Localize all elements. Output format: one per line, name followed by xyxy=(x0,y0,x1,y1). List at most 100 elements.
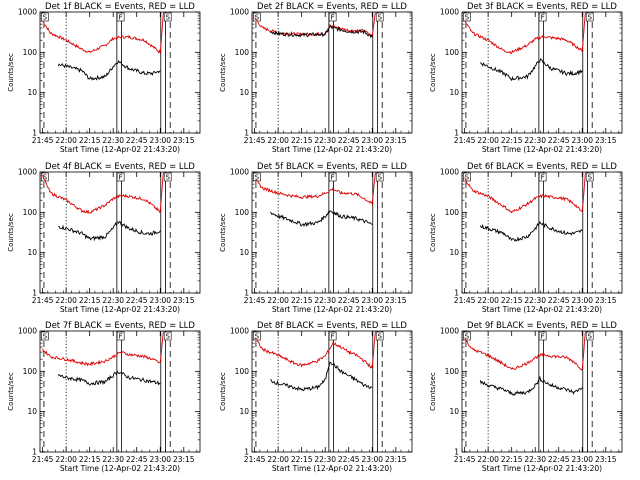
marker-letter-box xyxy=(375,172,384,182)
marker-letter: S xyxy=(465,14,470,22)
marker-letter: F xyxy=(541,14,545,22)
y-tick-label: 1 xyxy=(454,448,459,457)
panel-title: Det 5f BLACK = Events, RED = LLD xyxy=(257,162,407,172)
marker-letter-box xyxy=(163,331,172,341)
x-tick-label: 22:00 xyxy=(55,136,77,145)
x-tick-label: 22:45 xyxy=(338,296,360,305)
x-tick-label: 22:15 xyxy=(79,455,101,464)
y-tick-label: 1 xyxy=(32,289,37,298)
y-tick-label: 100 xyxy=(235,48,250,57)
plot-frame xyxy=(461,330,623,453)
y-axis-label: Counts/sec xyxy=(429,53,437,92)
x-tick-label: 23:00 xyxy=(571,296,593,305)
x-tick-label: 22:00 xyxy=(267,136,289,145)
lld-series-line xyxy=(464,171,586,214)
x-tick-label: 22:15 xyxy=(291,455,313,464)
y-tick-label: 100 xyxy=(235,208,250,217)
x-tick-label: 22:15 xyxy=(79,136,101,145)
y-tick-label: 1000 xyxy=(230,8,249,17)
marker-letter: F xyxy=(119,333,123,341)
x-tick-label: 21:45 xyxy=(32,296,54,305)
y-tick-label: 1 xyxy=(244,448,249,457)
y-tick-label: 100 xyxy=(23,367,38,376)
plot-frame xyxy=(461,11,623,134)
y-axis-label: Counts/sec xyxy=(429,372,437,411)
y-tick-label: 1000 xyxy=(18,8,37,17)
marker-letter: S xyxy=(255,333,260,341)
x-tick-label: 23:15 xyxy=(595,136,617,145)
x-tick-label: 22:15 xyxy=(501,296,523,305)
y-tick-label: 1 xyxy=(244,289,249,298)
x-tick-label: 22:45 xyxy=(338,455,360,464)
events-series-line xyxy=(479,375,583,396)
lld-series-line xyxy=(464,11,586,55)
marker-letter: S xyxy=(165,174,170,182)
marker-letter: S xyxy=(43,174,48,182)
events-series-line xyxy=(270,361,373,392)
y-axis-label: Counts/sec xyxy=(219,53,227,92)
marker-letter: F xyxy=(119,14,123,22)
x-tick-label: 22:30 xyxy=(524,455,546,464)
plot-frame xyxy=(251,171,413,294)
y-axis-label: Counts/sec xyxy=(219,372,227,411)
marker-letter: S xyxy=(377,174,382,182)
panel-3: Det 3f BLACK = Events, RED = LLD Counts/s… xyxy=(429,2,623,154)
panel-title: Det 4f BLACK = Events, RED = LLD xyxy=(45,162,195,172)
plot-frame xyxy=(251,11,413,134)
marker-letter-box xyxy=(328,172,337,182)
panel-title: Det 7f BLACK = Events, RED = LLD xyxy=(45,321,195,331)
x-tick-label: 23:00 xyxy=(149,296,171,305)
x-tick-label: 22:00 xyxy=(477,136,499,145)
panel-title: Det 8f BLACK = Events, RED = LLD xyxy=(257,321,407,331)
marker-letter-box xyxy=(41,12,49,22)
x-axis-label: Start Time (12-Apr-02 21:43:20) xyxy=(482,145,602,154)
panel-4: Det 4f BLACK = Events, RED = LLD Counts/s… xyxy=(7,162,201,314)
x-axis-label: Start Time (12-Apr-02 21:43:20) xyxy=(60,305,180,314)
lld-series-line xyxy=(42,171,164,214)
marker-letter-box xyxy=(116,172,125,182)
y-tick-label: 100 xyxy=(23,48,38,57)
y-tick-label: 1 xyxy=(32,129,37,138)
panel-title: Det 2f BLACK = Events, RED = LLD xyxy=(257,2,407,12)
x-tick-label: 23:15 xyxy=(173,136,195,145)
y-tick-label: 10 xyxy=(239,88,249,97)
y-tick-label: 10 xyxy=(449,248,459,257)
x-tick-label: 22:15 xyxy=(291,296,313,305)
panel-6: Det 6f BLACK = Events, RED = LLD Counts/s… xyxy=(429,162,623,314)
x-tick-label: 23:00 xyxy=(361,136,383,145)
events-series-line xyxy=(269,210,373,228)
marker-letter: S xyxy=(377,333,382,341)
plot-frame xyxy=(251,330,413,453)
marker-letter-box xyxy=(328,331,337,341)
x-tick-label: 22:15 xyxy=(501,455,523,464)
lld-series-line xyxy=(254,330,376,369)
x-tick-label: 22:30 xyxy=(314,455,336,464)
x-tick-label: 23:15 xyxy=(173,455,195,464)
y-tick-label: 100 xyxy=(23,208,38,217)
x-tick-label: 23:15 xyxy=(385,455,407,464)
x-tick-label: 22:00 xyxy=(55,455,77,464)
marker-letter: S xyxy=(165,14,170,22)
x-tick-label: 22:45 xyxy=(126,455,148,464)
x-tick-label: 22:30 xyxy=(102,136,124,145)
marker-letter-box xyxy=(585,331,594,341)
x-tick-label: 23:00 xyxy=(571,136,593,145)
x-tick-label: 22:00 xyxy=(477,455,499,464)
marker-letter-box xyxy=(163,12,172,22)
marker-letter: S xyxy=(465,333,470,341)
y-tick-label: 10 xyxy=(239,407,249,416)
x-tick-label: 23:15 xyxy=(595,296,617,305)
plot-frame xyxy=(39,171,201,294)
x-tick-label: 21:45 xyxy=(454,296,476,305)
y-axis-label: Counts/sec xyxy=(7,372,15,411)
marker-letter: F xyxy=(119,174,123,182)
events-series-line xyxy=(57,59,161,81)
panel-1: Det 1f BLACK = Events, RED = LLD Counts/s… xyxy=(7,2,201,154)
y-tick-label: 100 xyxy=(235,367,250,376)
y-tick-label: 1000 xyxy=(440,327,459,336)
y-tick-label: 100 xyxy=(445,48,460,57)
marker-letter-box xyxy=(538,331,547,341)
events-series-line xyxy=(57,369,161,386)
y-axis-label: Counts/sec xyxy=(429,213,437,252)
